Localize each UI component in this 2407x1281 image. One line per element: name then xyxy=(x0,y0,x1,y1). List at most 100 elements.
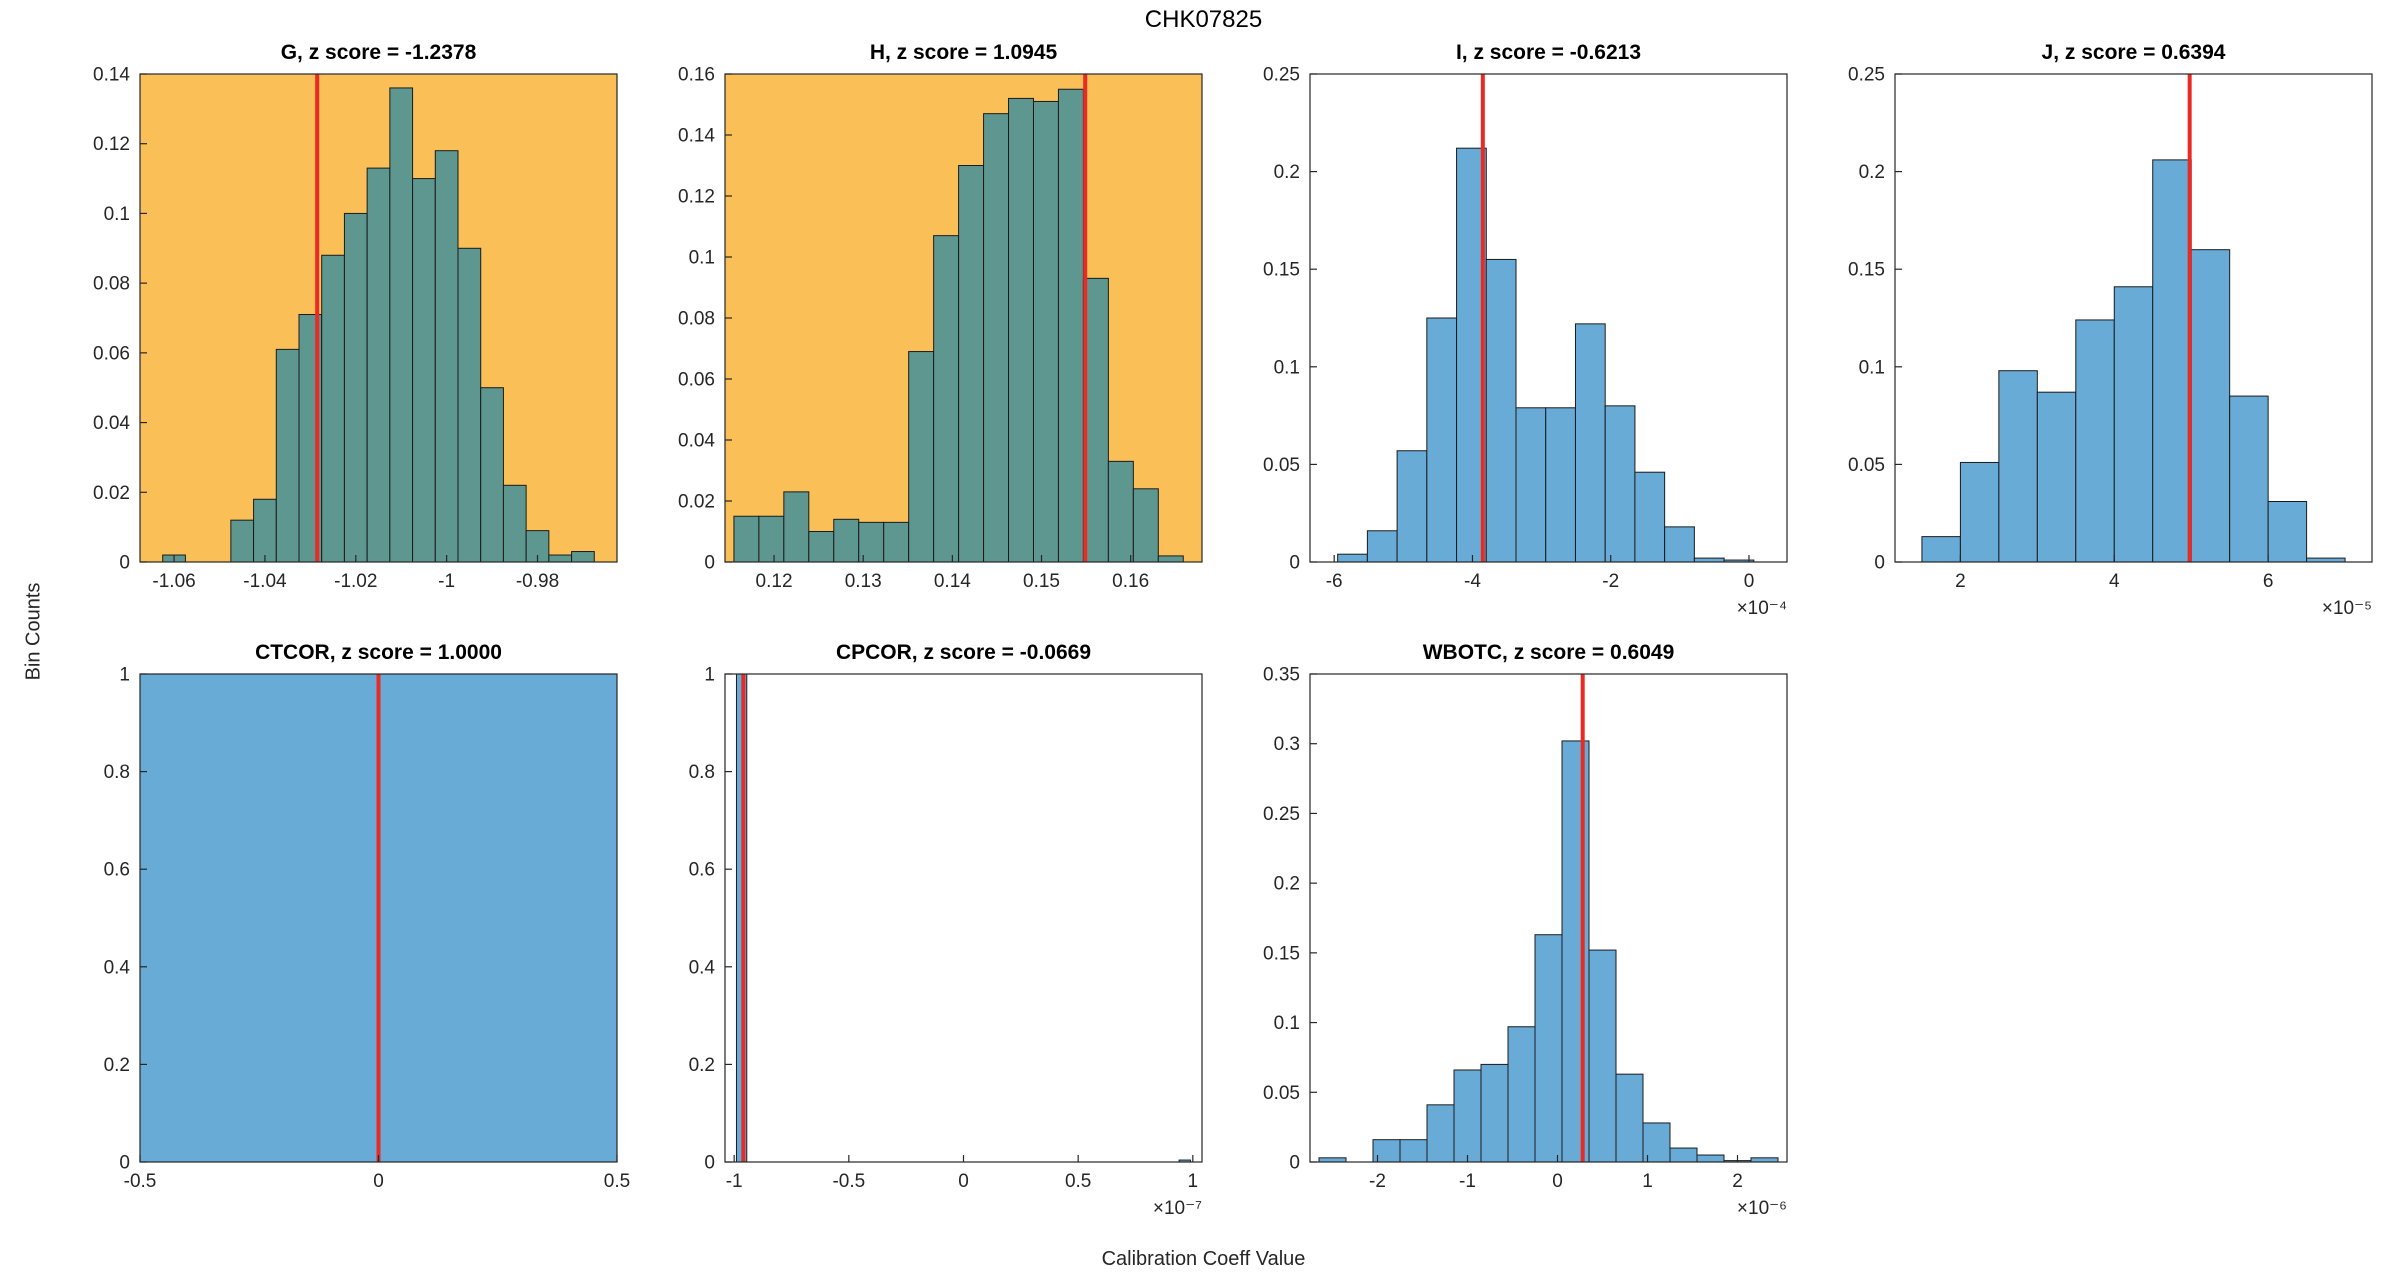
histogram-bar xyxy=(1107,460,1134,563)
histogram-bar xyxy=(1082,277,1109,563)
charts-grid: -1.06 -1.04 -1.02 -1 -0.98 0 0.02 0.04 0.06 0.08 0… xyxy=(52,26,2392,1226)
histogram-bar xyxy=(733,515,760,563)
subplot-J: 2 4 6 0 0.05 0.1 0.15 0.2 0.25 J, z score = 0.639… xyxy=(1807,26,2392,626)
x-tick-label: 0.14 xyxy=(934,571,971,592)
histogram-bar xyxy=(389,87,414,563)
y-tick-label: 0.15 xyxy=(1263,260,1300,281)
histogram-bar xyxy=(2190,249,2231,563)
x-tick-label: -0.5 xyxy=(124,1171,157,1192)
histogram-bar xyxy=(275,348,300,563)
axes-frame xyxy=(1309,73,1788,563)
x-tick-label: 0.15 xyxy=(1023,571,1060,592)
histogram-bar xyxy=(548,554,573,563)
x-exponent-label: ×10⁻⁴ xyxy=(1737,598,1787,619)
histogram-bar xyxy=(808,531,835,563)
x-tick-label: -6 xyxy=(1326,571,1343,592)
histogram-bar xyxy=(1515,407,1547,563)
x-tick-label: -1.04 xyxy=(243,571,287,592)
y-tick-label: 0.1 xyxy=(689,248,715,269)
x-tick-label: 0 xyxy=(1744,571,1755,592)
x-tick-label: 0.13 xyxy=(845,571,882,592)
chart-title: J, z score = 0.6394 xyxy=(2042,41,2226,64)
y-tick-label: 0.02 xyxy=(678,492,715,513)
histogram-bar xyxy=(758,515,785,563)
figure-title: CHK07825 xyxy=(1144,6,1263,33)
y-tick-label: 0.2 xyxy=(1274,162,1300,183)
histogram-bar xyxy=(1132,488,1159,563)
y-tick-label: 0.2 xyxy=(1274,874,1300,895)
x-tick-label: 0.16 xyxy=(1112,571,1149,592)
x-tick-label: 2 xyxy=(1732,1171,1743,1192)
y-tick-label: 0.3 xyxy=(1274,734,1300,755)
histogram-svg-G: -1.06 -1.04 -1.02 -1 -0.98 0 0.02 0.04 0.06 0.08 0… xyxy=(93,41,618,592)
plot-area xyxy=(725,674,1202,1162)
y-tick-label: 0.25 xyxy=(1848,65,1885,86)
y-tick-label: 0 xyxy=(1289,1153,1300,1174)
histogram-bar xyxy=(2152,159,2192,563)
x-tick-label: 0.12 xyxy=(756,571,793,592)
histogram-bar xyxy=(2267,500,2308,563)
histogram-bar xyxy=(1480,1063,1509,1163)
y-tick-label: 0.14 xyxy=(93,65,130,86)
y-tick-label: 0.14 xyxy=(678,126,715,147)
histogram-bar xyxy=(412,178,436,563)
chart-title: CPCOR, z score = -0.0669 xyxy=(836,641,1091,664)
y-tick-label: 0.04 xyxy=(93,413,130,434)
chart-title: I, z score = -0.6213 xyxy=(1456,41,1641,64)
histogram-bar xyxy=(1634,471,1666,563)
histogram-svg-H: 0.12 0.13 0.14 0.15 0.16 0 0.02 0.04 0.06 0.08 0.1… xyxy=(678,41,1203,592)
x-tick-label: 6 xyxy=(2263,571,2274,592)
histogram-bar xyxy=(571,551,595,563)
y-tick-label: 0 xyxy=(1874,553,1885,574)
histogram-bar xyxy=(1959,461,2000,563)
histogram-bar xyxy=(1366,530,1398,563)
histogram-bar xyxy=(783,491,810,563)
y-tick-label: 0.15 xyxy=(1848,260,1885,281)
histogram-bar xyxy=(1750,1157,1779,1163)
histogram-bar xyxy=(1507,1026,1536,1163)
subplot-CTCOR: -0.5 0 0.5 0 0.2 0.4 0.6 0.8 1 CTCOR, z score = 1… xyxy=(52,626,637,1226)
x-exponent-label: ×10⁻⁷ xyxy=(1153,1198,1202,1219)
axes-frame xyxy=(1894,73,2373,563)
y-tick-label: 0.6 xyxy=(689,860,715,881)
y-tick-label: 0.8 xyxy=(104,762,130,783)
y-tick-label: 0.8 xyxy=(689,762,715,783)
y-tick-label: 0.1 xyxy=(1274,1013,1300,1034)
histogram-bar xyxy=(1008,97,1034,563)
chart-title: H, z score = 1.0945 xyxy=(870,41,1058,64)
y-tick-label: 0.08 xyxy=(678,309,715,330)
chart-title: WBOTC, z score = 0.6049 xyxy=(1423,641,1675,664)
x-tick-label: -1 xyxy=(438,571,455,592)
x-tick-label: -1 xyxy=(726,1171,743,1192)
histogram-bar xyxy=(2036,391,2077,563)
y-tick-label: 0.25 xyxy=(1263,804,1300,825)
histogram-bar xyxy=(1588,949,1617,1163)
chart-title: CTCOR, z score = 1.0000 xyxy=(255,641,502,664)
y-tick-label: 0.1 xyxy=(104,204,130,225)
histogram-bar xyxy=(343,212,368,563)
histogram-bar xyxy=(366,167,391,563)
x-tick-label: 1 xyxy=(1188,1171,1199,1192)
x-tick-label: -4 xyxy=(1464,571,1481,592)
x-tick-label: 4 xyxy=(2109,571,2120,592)
x-tick-label: -1.02 xyxy=(334,571,377,592)
histogram-svg-I: -6 -4 -2 0 0 0.05 0.1 0.15 0.2 0.25 I, z score = -… xyxy=(1263,41,1788,619)
x-tick-label: -2 xyxy=(1369,1171,1386,1192)
histogram-bar xyxy=(1615,1073,1644,1163)
y-tick-label: 0.06 xyxy=(93,343,130,364)
y-tick-label: 0 xyxy=(119,553,130,574)
histogram-bar xyxy=(2229,395,2269,563)
x-tick-label: 0.5 xyxy=(1065,1171,1091,1192)
histogram-bar xyxy=(1453,1069,1482,1163)
x-tick-label: -0.98 xyxy=(516,571,559,592)
y-tick-label: 0.6 xyxy=(104,860,130,881)
y-tick-label: 0.05 xyxy=(1263,455,1300,476)
x-tick-label: 1 xyxy=(1642,1171,1653,1192)
axes-frame xyxy=(1309,673,1788,1163)
y-axis-label: Bin Counts xyxy=(22,582,45,681)
y-tick-label: 0.35 xyxy=(1263,665,1300,686)
y-tick-label: 0.06 xyxy=(678,370,715,391)
histogram-bar xyxy=(1545,407,1576,563)
